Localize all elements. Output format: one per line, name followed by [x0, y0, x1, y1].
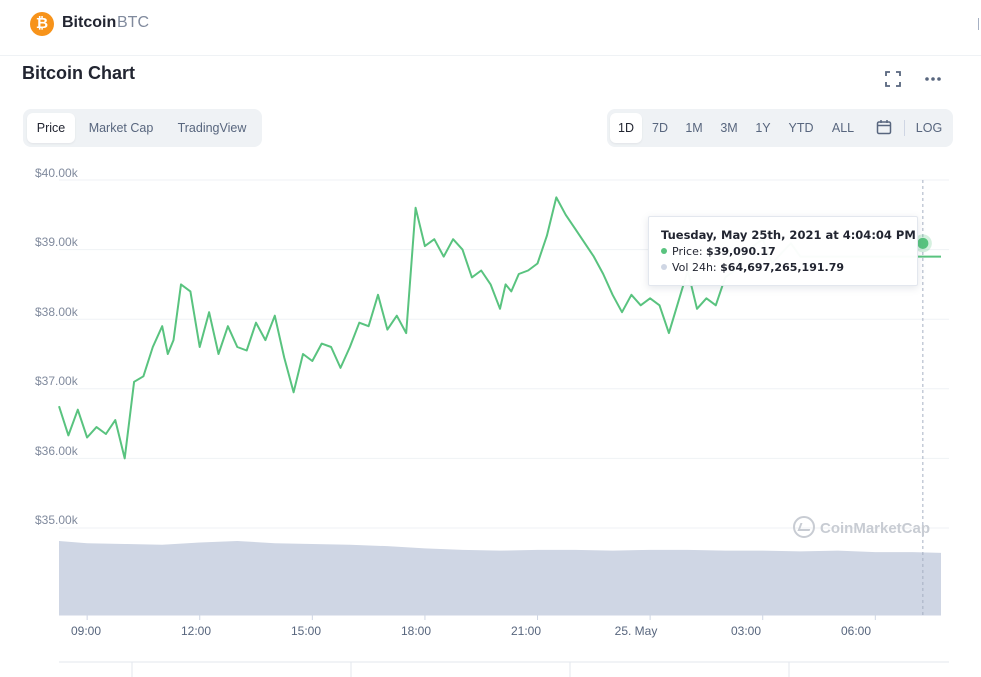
y-tick-label: $37.00k: [35, 374, 78, 388]
tab-tradingview[interactable]: TradingView: [177, 121, 247, 135]
volume-dot-icon: [661, 264, 667, 270]
calendar-icon[interactable]: [869, 113, 899, 143]
x-tick-label: 09:00: [70, 624, 102, 638]
x-tick-label: 15:00: [290, 624, 322, 638]
tooltip-volume-row: Vol 24h: $64,697,265,191.79: [661, 261, 905, 274]
coinmarketcap-watermark: CoinMarketCap: [793, 516, 930, 538]
y-tick-label: $40.00k: [35, 166, 78, 180]
range-3m[interactable]: 3M: [720, 121, 738, 135]
coin-name: Bitcoin: [62, 14, 117, 31]
tooltip-price-value: $39,090.17: [706, 245, 776, 258]
chart-title: Bitcoin Chart: [22, 63, 136, 83]
range-1m[interactable]: 1M: [685, 121, 703, 135]
x-tick-label: 18:00: [400, 624, 432, 638]
y-tick-label: $39.00k: [35, 235, 78, 249]
x-tick-label: 21:00: [510, 624, 542, 638]
coinmarketcap-logo-icon: [793, 516, 815, 538]
bitcoin-icon: ₿: [30, 12, 54, 36]
price-dot-icon: [661, 248, 667, 254]
tooltip-price-row: Price: $39,090.17: [661, 245, 905, 258]
x-tick-label: 06:00: [840, 624, 872, 638]
log-scale-toggle[interactable]: LOG: [915, 121, 943, 135]
range-ytd[interactable]: YTD: [788, 121, 814, 135]
x-tick-label: 03:00: [730, 624, 762, 638]
tab-market-cap[interactable]: Market Cap: [88, 121, 154, 135]
range-1y[interactable]: 1Y: [755, 121, 771, 135]
y-tick-label: $35.00k: [35, 513, 78, 527]
coin-header: ₿ Bitcoin BTC: [0, 0, 981, 56]
time-range-tabs: 1D 7D 1M 3M 1Y YTD ALL LOG: [607, 109, 953, 147]
chart-view-tabs: Price Market Cap TradingView: [23, 109, 262, 147]
range-1d[interactable]: 1D: [610, 113, 642, 143]
price-tooltip: Tuesday, May 25th, 2021 at 4:04:04 PM Pr…: [648, 216, 918, 286]
fullscreen-icon[interactable]: [880, 66, 906, 92]
edge-divider: [978, 18, 981, 30]
tooltip-title: Tuesday, May 25th, 2021 at 4:04:04 PM: [661, 228, 916, 242]
volume-area: [59, 541, 941, 615]
x-tick-label: 12:00: [180, 624, 212, 638]
tooltip-price-label: Price:: [672, 245, 703, 258]
x-tick-label: 25. May: [614, 624, 658, 638]
more-options-icon[interactable]: [920, 66, 946, 92]
range-all[interactable]: ALL: [831, 121, 855, 135]
watermark-text: CoinMarketCap: [820, 520, 931, 537]
range-7d[interactable]: 7D: [652, 121, 668, 135]
tooltip-volume-label: Vol 24h:: [672, 261, 717, 274]
tooltip-volume-value: $64,697,265,191.79: [720, 261, 845, 274]
hover-marker: [917, 237, 929, 249]
tab-price[interactable]: Price: [27, 113, 75, 143]
y-tick-label: $38.00k: [35, 305, 78, 319]
coin-symbol: BTC: [117, 14, 149, 31]
range-divider: [904, 120, 905, 136]
y-tick-label: $36.00k: [35, 444, 78, 458]
